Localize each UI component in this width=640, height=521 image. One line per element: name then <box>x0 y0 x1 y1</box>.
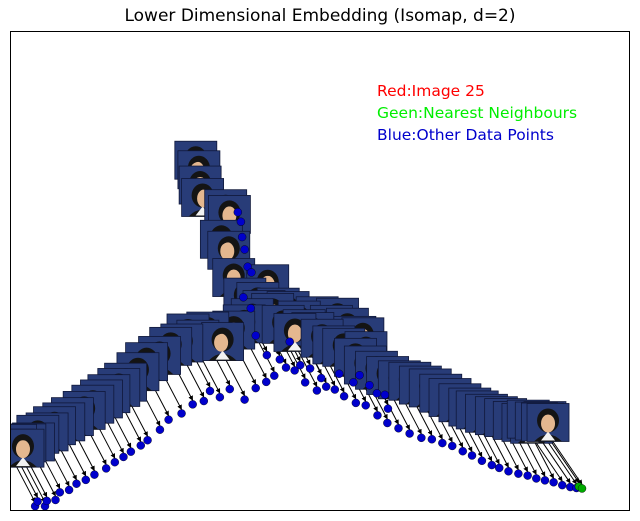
data-point <box>467 451 477 460</box>
data-point <box>233 208 243 217</box>
data-point <box>495 463 504 473</box>
data-point <box>136 441 145 450</box>
arrow-line <box>547 434 583 485</box>
face-thumbnail <box>273 313 317 352</box>
data-point <box>296 360 305 370</box>
data-point <box>64 485 74 495</box>
neighbour-point <box>577 484 587 493</box>
plot-area <box>10 31 630 511</box>
data-point <box>504 467 513 476</box>
data-point <box>101 464 111 473</box>
data-point <box>285 337 294 346</box>
data-point <box>438 438 447 448</box>
data-point <box>199 396 209 406</box>
data-point <box>339 392 349 401</box>
data-point <box>239 293 248 302</box>
data-point <box>262 350 272 360</box>
data-point <box>349 378 358 387</box>
legend-entry: Red:Image 25 <box>377 82 485 100</box>
data-point <box>215 392 225 402</box>
face-thumbnail <box>11 428 45 468</box>
data-point <box>334 369 344 378</box>
data-point <box>355 371 364 380</box>
data-point <box>275 355 285 364</box>
data-point <box>290 366 299 375</box>
data-point <box>365 381 374 390</box>
data-point <box>270 371 279 380</box>
data-point <box>549 478 558 487</box>
data-point <box>417 433 426 443</box>
legend-entry: Blue:Other Data Points <box>377 126 554 144</box>
data-point <box>372 389 382 398</box>
data-point <box>126 447 136 456</box>
data-point <box>33 497 42 506</box>
data-point <box>42 496 52 506</box>
data-point <box>458 447 467 456</box>
data-point <box>119 452 128 462</box>
data-point <box>143 436 152 445</box>
data-point <box>514 469 523 478</box>
data-point <box>240 395 249 404</box>
data-point <box>300 378 310 387</box>
data-point <box>540 476 550 485</box>
data-point <box>477 456 487 465</box>
data-point <box>380 390 390 400</box>
data-point <box>487 460 497 470</box>
chart-title: Lower Dimensional Embedding (Isomap, d=2… <box>124 6 516 26</box>
data-point <box>330 385 340 394</box>
data-point <box>558 480 567 490</box>
data-point <box>155 425 165 434</box>
data-point <box>281 363 291 372</box>
data-point <box>394 424 403 433</box>
data-point <box>312 386 322 395</box>
data-point <box>383 404 393 413</box>
data-point <box>205 386 215 396</box>
data-point <box>262 377 271 387</box>
data-point <box>427 435 437 444</box>
data-point <box>55 488 65 497</box>
data-point <box>405 429 414 438</box>
data-point <box>383 418 392 428</box>
data-point <box>317 373 326 383</box>
data-point <box>321 382 331 391</box>
data-point <box>72 479 81 488</box>
data-point <box>251 331 260 340</box>
data-point <box>164 415 173 424</box>
data-point <box>188 400 197 409</box>
face-thumbnail <box>526 403 570 442</box>
data-point <box>361 401 370 410</box>
face-thumbnail <box>201 322 245 361</box>
data-point <box>110 458 120 467</box>
data-point <box>247 268 256 277</box>
data-point <box>305 364 315 373</box>
data-point <box>448 441 457 451</box>
data-point <box>81 475 90 485</box>
data-point <box>240 245 249 254</box>
legend-entry: Geen:Nearest Neighbours <box>377 104 578 122</box>
data-point <box>90 470 99 479</box>
data-point <box>51 495 60 505</box>
data-point <box>251 383 260 393</box>
data-point <box>237 232 247 242</box>
data-point <box>246 304 255 313</box>
data-point <box>236 217 246 226</box>
data-point <box>351 398 361 408</box>
data-point <box>523 471 532 480</box>
data-point <box>373 411 382 420</box>
data-point <box>532 474 541 483</box>
data-point <box>177 409 186 418</box>
data-point <box>225 384 234 394</box>
